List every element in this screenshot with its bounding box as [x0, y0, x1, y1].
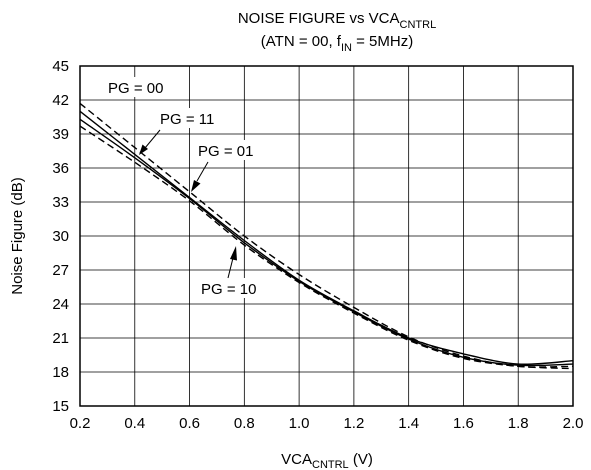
- grid: [79, 65, 574, 407]
- annotation-pg-10-leader: [227, 257, 234, 279]
- annotation-pg-10: PG = 10: [198, 246, 268, 298]
- series-line-pg-11: [79, 110, 574, 365]
- chart-title-line1: NOISE FIGURE vs VCACNTRL: [238, 10, 436, 31]
- x-tick-label: 1.6: [453, 415, 474, 432]
- annotation-pg-10-label: PG = 10: [201, 281, 256, 298]
- chart-subtitle-part-a: (ATN = 00, f: [261, 33, 342, 50]
- series-line-pg-10: [79, 118, 574, 367]
- annotation-pg-01-bg: [195, 140, 265, 160]
- chart-subtitle-sub: IN: [341, 42, 352, 54]
- annotation-pg-10-bg: [198, 278, 268, 298]
- y-tick-label: 24: [52, 296, 69, 313]
- x-axis-label-unit: (V): [349, 451, 373, 468]
- chart-title-sub: CNTRL: [400, 19, 437, 31]
- annotation-pg-00: PG = 00: [104, 77, 166, 97]
- y-tick-label: 33: [52, 194, 69, 211]
- curves: [79, 102, 574, 370]
- annotation-pg-00-label: PG = 00: [108, 80, 163, 97]
- x-tick-label: 2.0: [563, 415, 584, 432]
- chart-subtitle: (ATN = 00, fIN = 5MHz): [261, 33, 413, 54]
- annotation-pg-11: PG = 11: [139, 108, 227, 155]
- annotation-pg-11-bg: [157, 108, 227, 128]
- series-line-pg-01: [79, 125, 574, 370]
- x-tick-label: 1.2: [343, 415, 364, 432]
- annotation-pg-11-label: PG = 11: [160, 111, 214, 128]
- y-tick-label: 18: [52, 364, 69, 381]
- y-tick-labels: 15 18 21 24 27 30 33 36 39 42 45: [52, 58, 69, 415]
- y-tick-label: 30: [52, 228, 69, 245]
- annotation-pg-11-arrowhead: [139, 144, 148, 155]
- annotation-pg-11-leader: [144, 129, 161, 149]
- annotation-pg-01: PG = 01: [191, 140, 265, 192]
- y-tick-label: 27: [52, 262, 69, 279]
- annotation-pg-01-leader: [196, 161, 209, 182]
- annotation-pg-01-label: PG = 01: [198, 143, 253, 160]
- y-tick-label: 42: [52, 92, 69, 109]
- x-tick-label: 0.2: [70, 415, 91, 432]
- x-axis-label: VCACNTRL (V): [281, 451, 373, 470]
- x-tick-label: 1.0: [289, 415, 310, 432]
- x-tick-label: 0.8: [234, 415, 255, 432]
- y-tick-label: 45: [52, 58, 69, 75]
- y-axis-label: Noise Figure (dB): [9, 177, 26, 295]
- x-tick-label: 1.4: [398, 415, 419, 432]
- y-tick-label: 39: [52, 126, 69, 143]
- annotation-pg-10-arrowhead: [230, 246, 237, 261]
- x-axis-label-main: VCA: [281, 451, 312, 468]
- annotation-pg-01-arrowhead: [191, 180, 201, 192]
- x-axis-label-sub: CNTRL: [312, 459, 349, 470]
- x-tick-label: 1.8: [508, 415, 529, 432]
- series-line-pg-00: [79, 102, 574, 368]
- x-tick-label: 0.4: [124, 415, 145, 432]
- x-tick-labels: 0.2 0.4 0.6 0.8 1.0 1.2 1.4 1.6 1.8 2.0: [70, 415, 584, 432]
- y-tick-label: 15: [52, 398, 69, 415]
- chart-title-main: NOISE FIGURE vs VCA: [238, 10, 400, 27]
- annotation-pg-00-bg: [104, 77, 166, 97]
- y-tick-label: 36: [52, 160, 69, 177]
- chart-subtitle-part-b: = 5MHz): [352, 33, 413, 50]
- x-tick-label: 0.6: [179, 415, 200, 432]
- plot-frame: [79, 65, 574, 407]
- y-tick-label: 21: [52, 330, 69, 347]
